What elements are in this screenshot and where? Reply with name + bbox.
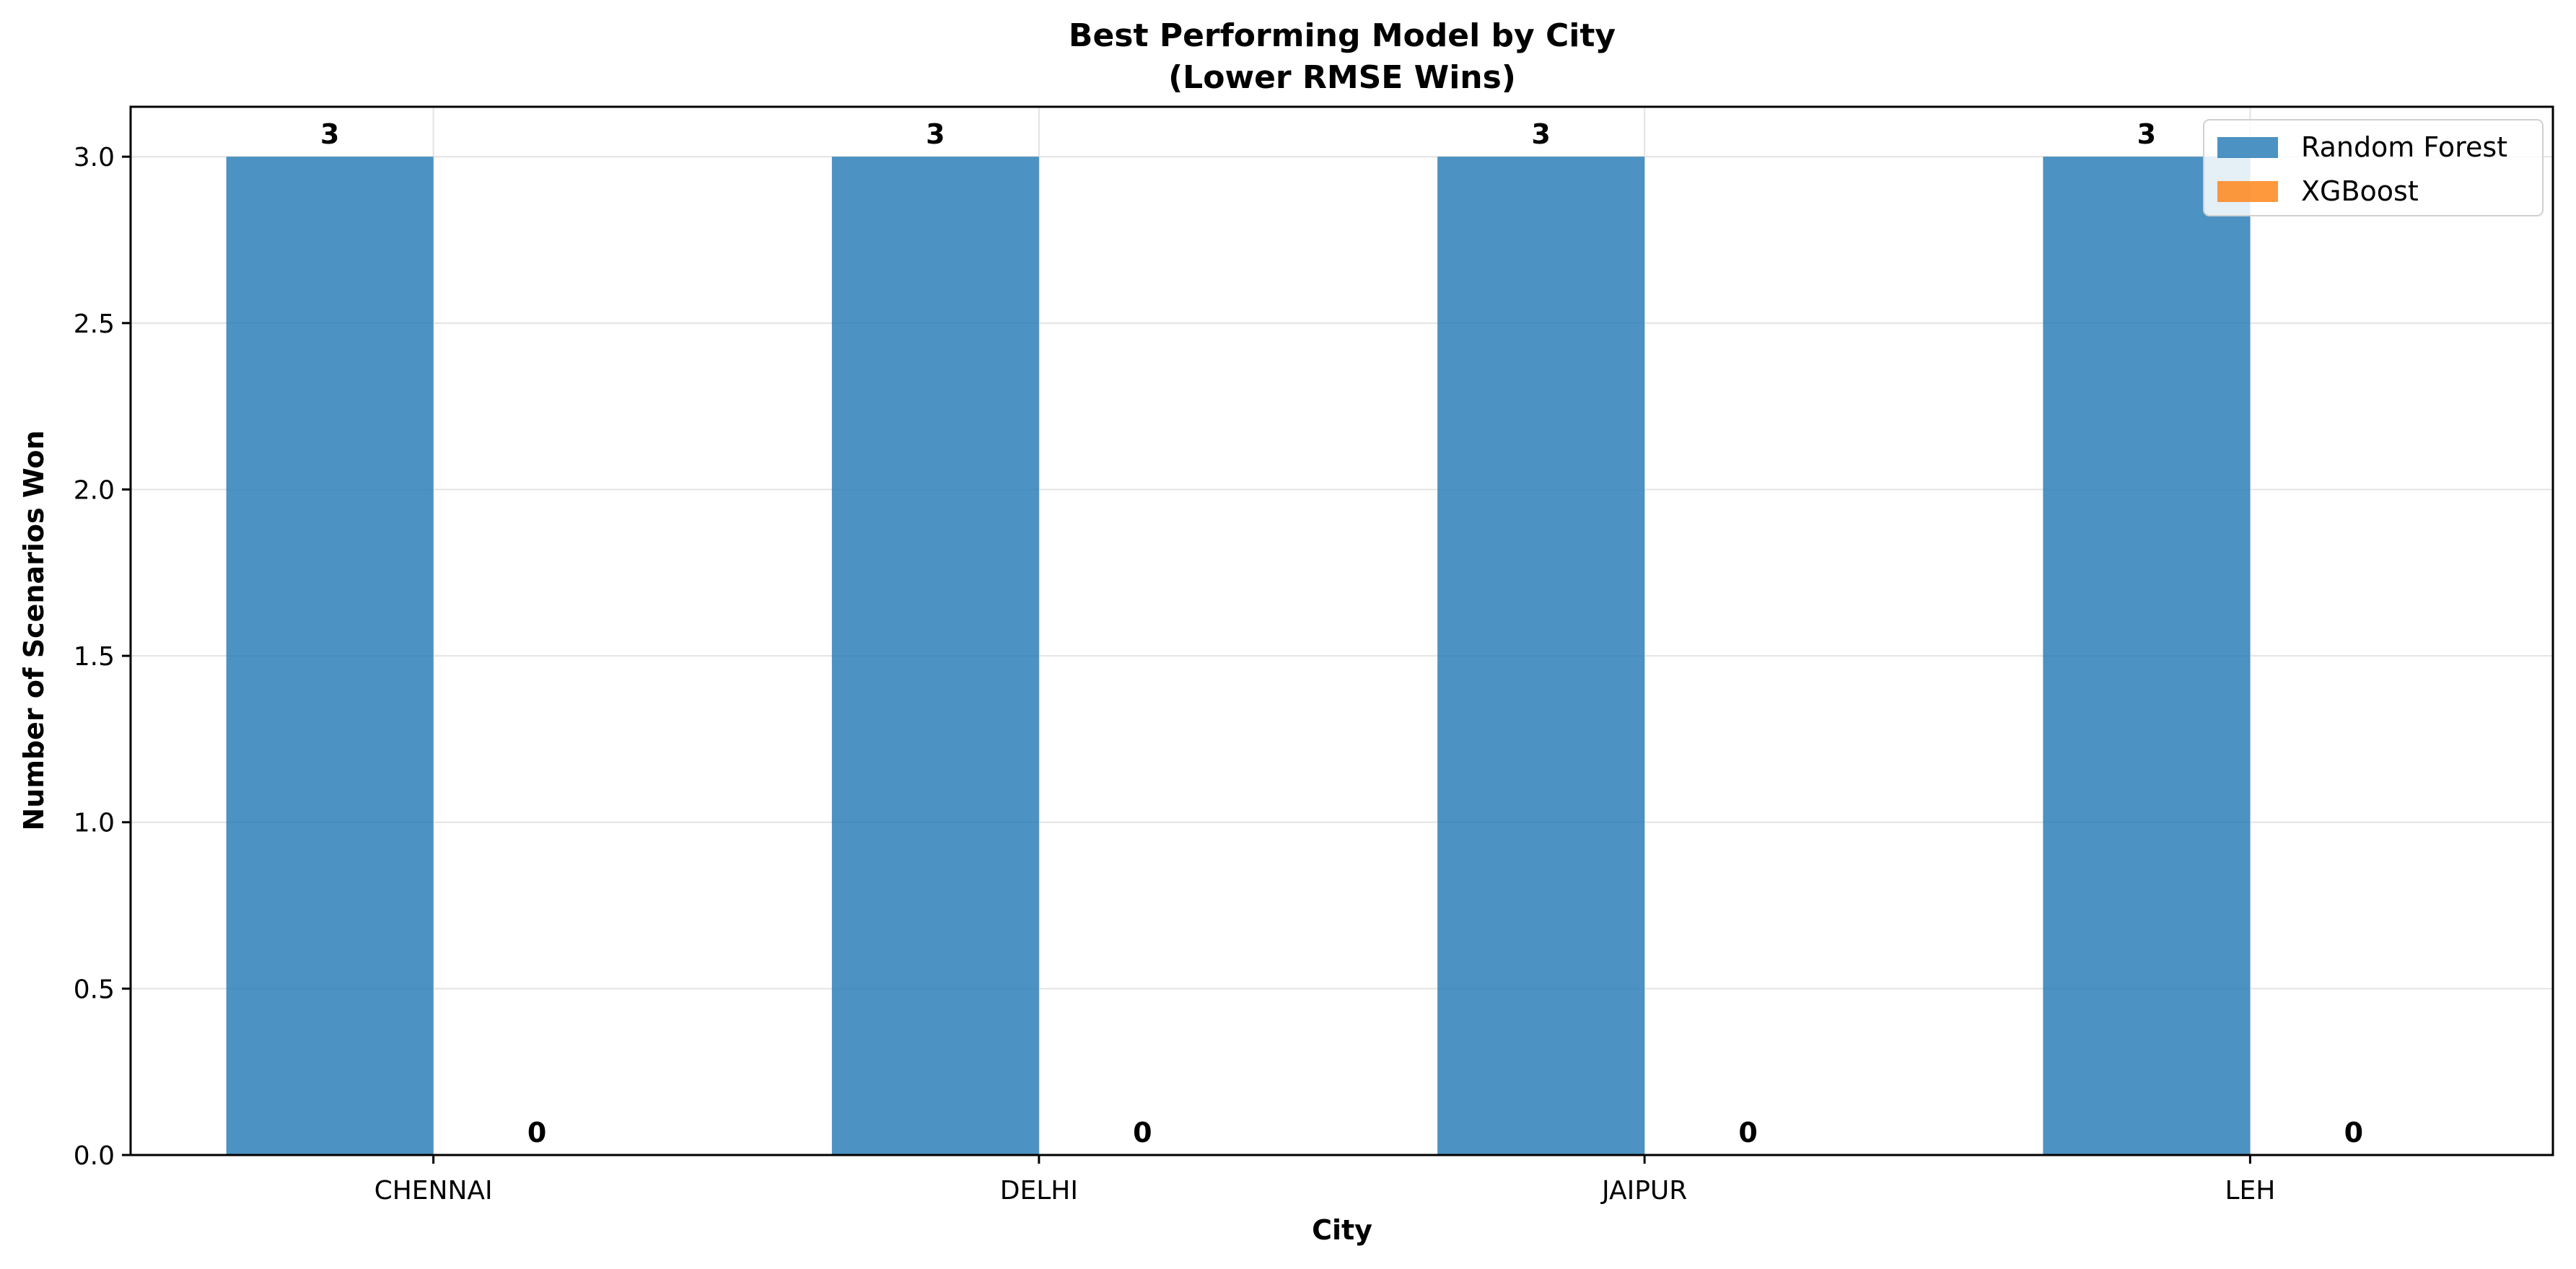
- bar-value-label: 3: [2137, 118, 2156, 150]
- y-axis-label: Number of Scenarios Won: [18, 430, 50, 830]
- chart-title-line-2: (Lower RMSE Wins): [1168, 59, 1516, 96]
- legend-swatch: [2217, 181, 2278, 202]
- legend: Random Forest XGBoost: [2203, 119, 2544, 216]
- bar-value-label: 0: [1133, 1117, 1152, 1149]
- legend-label: XGBoost: [2301, 175, 2419, 207]
- bar-value-label: 3: [926, 118, 945, 150]
- plot-frame: [129, 105, 2554, 1156]
- x-tick-label: LEH: [2225, 1176, 2275, 1206]
- x-tick-label: CHENNAI: [374, 1176, 493, 1206]
- bar-random-forest-leh: [2043, 157, 2251, 1156]
- bars: [226, 157, 2251, 1156]
- chart-title-line-1: Best Performing Model by City: [1069, 17, 1616, 54]
- y-tick-label: 0.0: [74, 1141, 115, 1171]
- x-axis-ticks: CHENNAI DELHI JAIPUR LEH: [374, 1155, 2275, 1206]
- y-tick-label: 2.0: [74, 475, 115, 505]
- y-axis-ticks: 0.0 0.5 1.0 1.5 2.0 2.5 3.0: [74, 143, 131, 1171]
- data-labels: 3 3 3 3 0 0 0 0: [320, 118, 2363, 1149]
- bar-value-label: 0: [2344, 1117, 2363, 1149]
- bar-value-label: 3: [320, 118, 339, 150]
- legend-swatch: [2217, 137, 2278, 158]
- y-tick-label: 0.5: [74, 975, 115, 1004]
- legend-box: [2203, 119, 2544, 216]
- y-tick-label: 3.0: [74, 143, 115, 172]
- bar-random-forest-chennai: [226, 157, 434, 1156]
- y-tick-label: 1.0: [74, 809, 115, 838]
- bar-random-forest-jaipur: [1437, 157, 1645, 1156]
- y-tick-label: 2.5: [74, 309, 115, 339]
- bar-value-label: 0: [1738, 1117, 1757, 1149]
- bar-value-label: 3: [1531, 118, 1550, 150]
- x-tick-label: JAIPUR: [1600, 1176, 1687, 1206]
- bar-random-forest-delhi: [831, 157, 1039, 1156]
- x-axis-label: City: [1312, 1214, 1372, 1246]
- legend-label: Random Forest: [2301, 131, 2507, 163]
- x-tick-label: DELHI: [1000, 1176, 1078, 1206]
- y-tick-label: 1.5: [74, 642, 115, 672]
- bar-value-label: 0: [527, 1117, 546, 1149]
